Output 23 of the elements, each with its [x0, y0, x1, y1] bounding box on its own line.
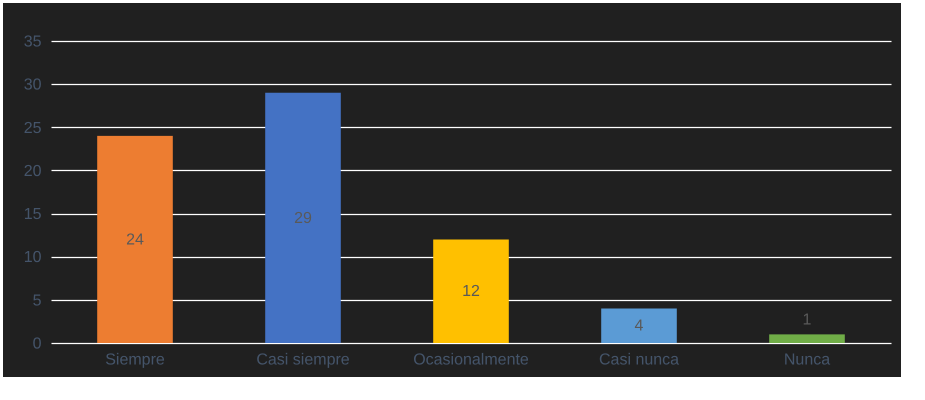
x-tick-label: Ocasionalmente — [413, 352, 529, 368]
y-tick-label: 10 — [24, 249, 42, 266]
y-tick-label: 20 — [24, 162, 42, 180]
y-tick-label: 35 — [24, 34, 42, 50]
bar — [433, 239, 509, 343]
data-label: 29 — [294, 210, 312, 227]
x-tick-label: Casi nunca — [598, 352, 680, 368]
data-label: 12 — [462, 283, 480, 300]
data-label: 24 — [126, 231, 144, 248]
y-tick-label: 30 — [24, 76, 42, 94]
bar — [601, 308, 677, 343]
y-tick-label: 0 — [32, 336, 42, 352]
y-tick-label: 25 — [24, 120, 42, 137]
y-tick-label: 15 — [24, 206, 42, 224]
y-tick-label: 5 — [32, 292, 42, 310]
x-tick-label: Nunca — [784, 352, 830, 368]
bar — [265, 92, 341, 343]
bar — [97, 136, 173, 343]
data-label: 1 — [802, 311, 812, 328]
data-label: 4 — [634, 318, 644, 335]
x-tick-label: Casi siempre — [256, 352, 350, 368]
bar — [769, 334, 845, 343]
x-tick-label: Siempre — [105, 352, 165, 368]
